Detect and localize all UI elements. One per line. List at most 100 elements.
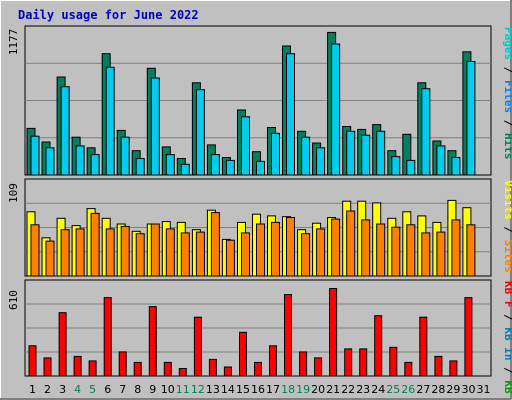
bar-files bbox=[90, 154, 100, 176]
bar-sites bbox=[451, 219, 461, 277]
bar-files bbox=[210, 154, 220, 176]
x-tick-label: 19 bbox=[296, 383, 310, 396]
bar-files bbox=[361, 134, 371, 176]
x-tick-label: 10 bbox=[161, 383, 175, 396]
y-max-label: 610 bbox=[7, 290, 20, 310]
x-tick-label: 26 bbox=[401, 383, 415, 396]
bar-kb-f bbox=[239, 331, 247, 377]
bar-files bbox=[256, 160, 265, 176]
x-tick-label: 22 bbox=[341, 383, 355, 396]
legend-label: Visits bbox=[502, 180, 512, 220]
x-tick-label: 31 bbox=[477, 383, 491, 396]
bar-kb-f bbox=[404, 361, 413, 377]
bar-sites bbox=[466, 224, 476, 277]
bar-kb-f bbox=[28, 345, 37, 377]
bar-kb-f bbox=[118, 351, 127, 377]
bar-kb-f bbox=[419, 316, 428, 377]
x-tick-label: 25 bbox=[386, 383, 400, 396]
bar-files bbox=[376, 130, 386, 176]
x-tick-label: 2 bbox=[44, 383, 51, 396]
bar-sites bbox=[180, 232, 190, 277]
bar-kb-f bbox=[449, 360, 458, 377]
bar-kb-f bbox=[208, 358, 217, 377]
x-tick-label: 17 bbox=[266, 383, 280, 396]
bar-sites bbox=[135, 233, 145, 277]
x-tick-label: 18 bbox=[281, 383, 295, 396]
bar-files bbox=[150, 77, 160, 176]
x-tick-label: 11 bbox=[176, 383, 190, 396]
bar-files bbox=[436, 145, 446, 176]
legend-label: Pages bbox=[502, 27, 512, 60]
bar-sites bbox=[331, 218, 341, 277]
bar-files bbox=[271, 132, 280, 176]
bar-files bbox=[180, 163, 190, 176]
bar-sites bbox=[361, 219, 371, 277]
bar-sites bbox=[421, 232, 431, 277]
bar-sites bbox=[30, 224, 40, 277]
bar-sites bbox=[45, 240, 55, 277]
bar-kb-f bbox=[103, 297, 112, 377]
legend-label: KB F bbox=[502, 281, 512, 308]
panel-visits-sites: 109 Visits / Sites bbox=[7, 178, 512, 277]
bar-kb-f bbox=[299, 351, 308, 377]
bar-files bbox=[195, 89, 205, 176]
y-max-label: 1177 bbox=[7, 29, 20, 56]
x-tick-label: 30 bbox=[462, 383, 476, 396]
bar-files bbox=[105, 66, 115, 176]
chart-title: Daily usage for June 2022 bbox=[18, 8, 199, 22]
bar-files bbox=[241, 116, 250, 176]
bar-sites bbox=[286, 217, 295, 277]
bar-kb-f bbox=[284, 294, 292, 377]
x-tick-label: 15 bbox=[236, 383, 250, 396]
x-tick-label: 24 bbox=[371, 383, 385, 396]
bar-sites bbox=[241, 232, 250, 277]
bar-sites bbox=[346, 210, 356, 277]
bar-files bbox=[286, 53, 295, 176]
bar-kb-f bbox=[389, 346, 398, 377]
x-tick-label: 4 bbox=[74, 383, 81, 396]
bar-files bbox=[391, 156, 401, 176]
bar-kb-f bbox=[178, 368, 187, 377]
bar-files bbox=[75, 145, 85, 176]
x-tick-label: 13 bbox=[206, 383, 220, 396]
y-max-label: 109 bbox=[7, 183, 20, 203]
bar-kb-f bbox=[464, 297, 473, 377]
bar-files bbox=[165, 154, 175, 176]
bar-sites bbox=[75, 228, 85, 277]
x-tick-label: 29 bbox=[446, 383, 460, 396]
bar-files bbox=[30, 135, 40, 176]
bar-kb-f bbox=[163, 361, 172, 377]
bar-sites bbox=[301, 233, 311, 277]
x-tick-label: 9 bbox=[149, 383, 156, 396]
bar-sites bbox=[406, 224, 416, 277]
legend-label: Hits bbox=[502, 133, 512, 160]
legend-label: Files bbox=[502, 80, 512, 113]
bar-files bbox=[466, 61, 476, 176]
x-tick-label: 3 bbox=[59, 383, 66, 396]
legend-label: Sites bbox=[502, 240, 512, 273]
bar-sites bbox=[195, 231, 205, 277]
x-tick-label: 28 bbox=[431, 383, 445, 396]
bar-kb-f bbox=[193, 316, 202, 377]
panel-hits-files: 1177 Pages / Files / Hits bbox=[7, 25, 512, 176]
x-tick-label: 5 bbox=[89, 383, 96, 396]
bar-kb-f bbox=[329, 288, 338, 377]
bar-files bbox=[346, 130, 356, 176]
bar-kb-f bbox=[344, 348, 353, 377]
bar-kb-f bbox=[148, 306, 157, 377]
bar-kb-f bbox=[73, 355, 82, 377]
x-tick-label: 1 bbox=[29, 383, 36, 396]
bar-kb-f bbox=[374, 315, 383, 377]
bar-kb-f bbox=[43, 357, 52, 377]
bar-sites bbox=[105, 228, 115, 277]
bar-sites bbox=[391, 226, 401, 277]
bar-kb-f bbox=[223, 366, 232, 377]
bar-sites bbox=[225, 239, 235, 277]
bar-files bbox=[135, 158, 145, 176]
bar-files bbox=[316, 147, 326, 176]
bar-sites bbox=[376, 223, 386, 277]
bar-files bbox=[331, 43, 341, 176]
x-tick-label: 21 bbox=[326, 383, 340, 396]
series-legend: Pages / Files / Hits bbox=[502, 27, 512, 160]
